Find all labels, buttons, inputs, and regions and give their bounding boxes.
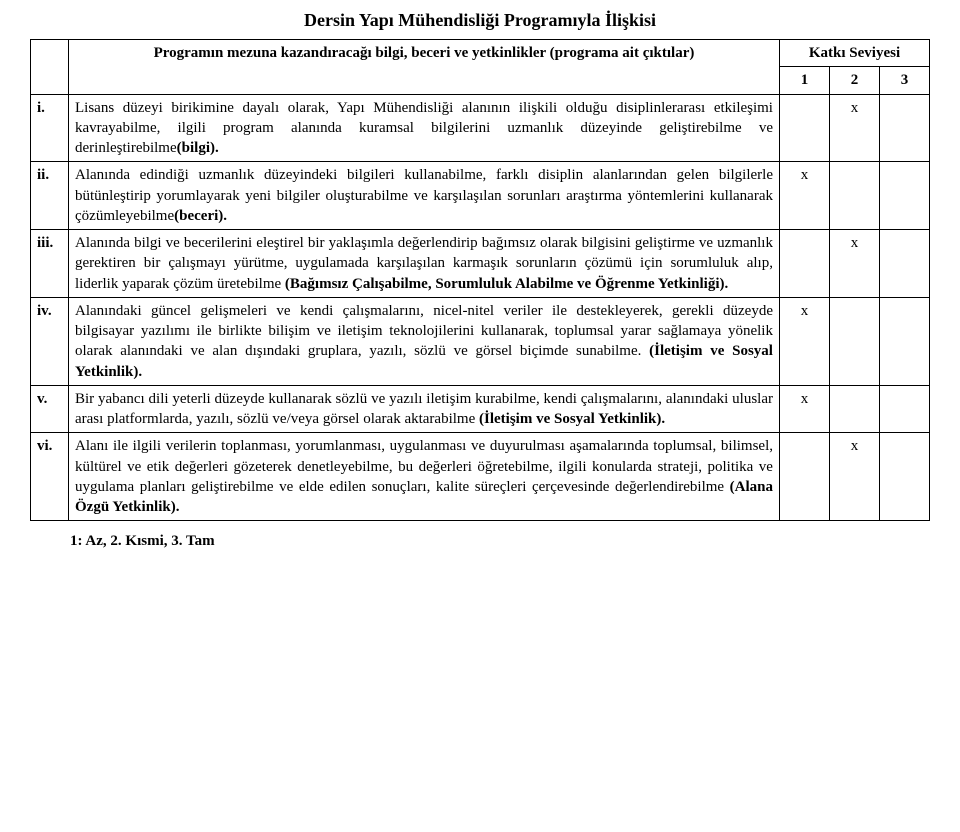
row-level-1: x bbox=[779, 385, 829, 433]
legend-footer: 1: Az, 2. Kısmi, 3. Tam bbox=[70, 533, 930, 550]
row-text: Alanında edindiği uzmanlık düzeyindeki b… bbox=[69, 162, 780, 230]
row-level-3 bbox=[879, 385, 929, 433]
header-program-outcomes: Programın mezuna kazandıracağı bilgi, be… bbox=[69, 40, 780, 95]
row-level-2: x bbox=[829, 94, 879, 162]
row-text: Bir yabancı dili yeterli düzeyde kullana… bbox=[69, 385, 780, 433]
table-row: iv. Alanındaki güncel gelişmeleri ve ken… bbox=[31, 297, 930, 385]
row-level-1: x bbox=[779, 162, 829, 230]
header-level-3: 3 bbox=[879, 67, 929, 94]
row-text: Alanı ile ilgili verilerin toplanması, y… bbox=[69, 433, 780, 521]
row-num: iv. bbox=[31, 297, 69, 385]
row-level-1 bbox=[779, 433, 829, 521]
row-level-3 bbox=[879, 162, 929, 230]
row-level-3 bbox=[879, 94, 929, 162]
row-text-bold: (İletişim ve Sosyal Yetkinlik). bbox=[479, 411, 665, 427]
header-level-1: 1 bbox=[779, 67, 829, 94]
row-text-bold: (Bağımsız Çalışabilme, Sorumluluk Alabil… bbox=[285, 276, 728, 292]
page-title: Dersin Yapı Mühendisliği Programıyla İli… bbox=[30, 10, 930, 31]
row-level-1 bbox=[779, 230, 829, 298]
row-text: Alanında bilgi ve becerilerini eleştirel… bbox=[69, 230, 780, 298]
table-row: v. Bir yabancı dili yeterli düzeyde kull… bbox=[31, 385, 930, 433]
table-header-row: Programın mezuna kazandıracağı bilgi, be… bbox=[31, 40, 930, 67]
outcomes-table: Programın mezuna kazandıracağı bilgi, be… bbox=[30, 39, 930, 521]
page: Dersin Yapı Mühendisliği Programıyla İli… bbox=[0, 0, 960, 832]
row-num: v. bbox=[31, 385, 69, 433]
header-katki: Katkı Seviyesi bbox=[779, 40, 929, 67]
row-level-3 bbox=[879, 433, 929, 521]
row-num: iii. bbox=[31, 230, 69, 298]
row-level-2 bbox=[829, 385, 879, 433]
row-level-3 bbox=[879, 230, 929, 298]
row-num: vi. bbox=[31, 433, 69, 521]
row-text-plain: Bir yabancı dili yeterli düzeyde kullana… bbox=[75, 391, 773, 427]
table-row: i. Lisans düzeyi birikimine dayalı olara… bbox=[31, 94, 930, 162]
header-level-2: 2 bbox=[829, 67, 879, 94]
table-row: vi. Alanı ile ilgili verilerin toplanmas… bbox=[31, 433, 930, 521]
row-level-2 bbox=[829, 297, 879, 385]
row-text-bold: (bilgi). bbox=[177, 140, 219, 156]
table-row: ii. Alanında edindiği uzmanlık düzeyinde… bbox=[31, 162, 930, 230]
table-row: iii. Alanında bilgi ve becerilerini eleş… bbox=[31, 230, 930, 298]
row-level-1 bbox=[779, 94, 829, 162]
row-num: ii. bbox=[31, 162, 69, 230]
row-level-1: x bbox=[779, 297, 829, 385]
row-num: i. bbox=[31, 94, 69, 162]
row-text: Lisans düzeyi birikimine dayalı olarak, … bbox=[69, 94, 780, 162]
row-text-bold: (beceri). bbox=[174, 208, 227, 224]
row-text-plain: Alanı ile ilgili verilerin toplanması, y… bbox=[75, 438, 773, 495]
row-level-3 bbox=[879, 297, 929, 385]
header-blank bbox=[31, 40, 69, 95]
row-level-2 bbox=[829, 162, 879, 230]
row-level-2: x bbox=[829, 230, 879, 298]
row-level-2: x bbox=[829, 433, 879, 521]
row-text: Alanındaki güncel gelişmeleri ve kendi ç… bbox=[69, 297, 780, 385]
